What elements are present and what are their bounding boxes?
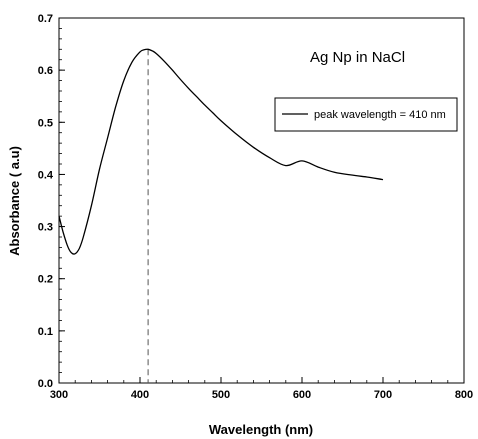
y-ticks: 0.0 0.1 0.2 0.3 0.4 0.5 0.6 0.7: [38, 13, 65, 390]
y-tick-label: 0.1: [38, 326, 53, 338]
legend: peak wavelength = 410 nm: [274, 97, 458, 132]
y-tick-label: 0.4: [38, 169, 54, 181]
legend-label: peak wavelength = 410 nm: [314, 109, 446, 121]
y-axis-title: Absorbance ( a.u): [7, 146, 22, 256]
y-tick-label: 0.0: [38, 378, 53, 390]
x-tick-label: 600: [293, 389, 311, 401]
x-tick-label: 700: [374, 389, 392, 401]
x-tick-label: 800: [455, 389, 473, 401]
y-tick-label: 0.7: [38, 13, 53, 25]
x-tick-label: 300: [50, 389, 68, 401]
plot-frame: [58, 17, 465, 384]
x-axis-title: Wavelength (nm): [209, 422, 313, 437]
x-tick-label: 500: [212, 389, 230, 401]
x-tick-label: 400: [131, 389, 149, 401]
y-tick-label: 0.6: [38, 65, 53, 77]
absorbance-curve: [58, 48, 384, 255]
y-tick-label: 0.2: [38, 274, 53, 286]
annotation-label: Ag Np in NaCl: [310, 49, 405, 66]
y-tick-label: 0.3: [38, 222, 53, 234]
y-tick-label: 0.5: [38, 117, 53, 129]
x-ticks: 300 400 500 600 700 800: [50, 377, 473, 401]
